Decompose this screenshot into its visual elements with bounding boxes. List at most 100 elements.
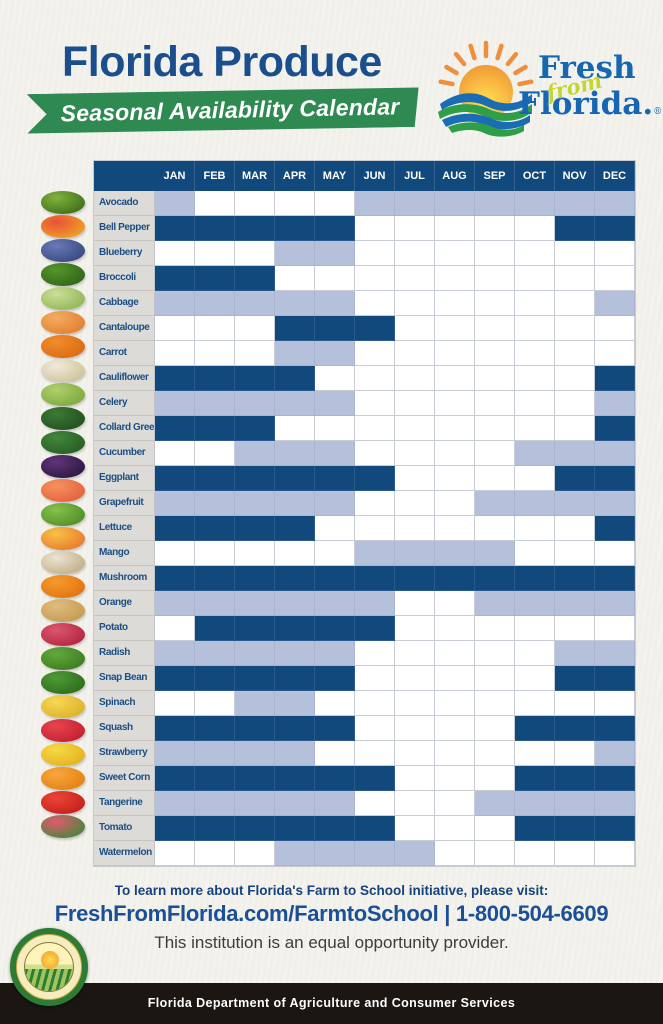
availability-cell-nov	[555, 616, 595, 641]
availability-cell-dec	[595, 391, 635, 416]
availability-cell-jul	[395, 266, 435, 291]
availability-cell-jul	[395, 566, 435, 591]
availability-cell-dec	[595, 241, 635, 266]
availability-cell-aug	[435, 366, 475, 391]
availability-cell-jan	[155, 841, 195, 866]
month-header-nov: NOV	[555, 161, 595, 191]
availability-cell-mar	[235, 466, 275, 491]
availability-cell-may	[315, 466, 355, 491]
produce-label: Grapefruit	[94, 491, 155, 516]
availability-cell-sep	[475, 491, 515, 516]
availability-cell-jul	[395, 391, 435, 416]
availability-cell-jul	[395, 491, 435, 516]
availability-cell-dec	[595, 591, 635, 616]
availability-cell-jan	[155, 291, 195, 316]
availability-cell-sep	[475, 366, 515, 391]
availability-cell-mar	[235, 616, 275, 641]
availability-cell-jan	[155, 241, 195, 266]
availability-cell-jun	[355, 541, 395, 566]
produce-label: Radish	[94, 641, 155, 666]
produce-label: Cantaloupe	[94, 316, 155, 341]
availability-cell-aug	[435, 666, 475, 691]
availability-cell-jun	[355, 716, 395, 741]
availability-cell-mar	[235, 241, 275, 266]
availability-cell-nov	[555, 666, 595, 691]
availability-cell-jan	[155, 566, 195, 591]
availability-cell-feb	[195, 716, 235, 741]
availability-cell-feb	[195, 816, 235, 841]
produce-row-tomato: Tomato	[94, 816, 635, 841]
produce-label: Orange	[94, 591, 155, 616]
availability-cell-jan	[155, 791, 195, 816]
availability-cell-oct	[515, 316, 555, 341]
availability-cell-oct	[515, 241, 555, 266]
availability-cell-jan	[155, 441, 195, 466]
availability-cell-aug	[435, 391, 475, 416]
availability-cell-jul	[395, 816, 435, 841]
availability-cell-aug	[435, 341, 475, 366]
availability-cell-feb	[195, 316, 235, 341]
produce-row-blueberry: Blueberry	[94, 241, 635, 266]
availability-cell-jul	[395, 291, 435, 316]
availability-cell-may	[315, 516, 355, 541]
availability-cell-mar	[235, 741, 275, 766]
availability-cell-oct	[515, 216, 555, 241]
availability-cell-may	[315, 341, 355, 366]
availability-cell-jan	[155, 466, 195, 491]
spinach-icon	[41, 671, 85, 694]
availability-cell-jan	[155, 366, 195, 391]
availability-cell-dec	[595, 266, 635, 291]
availability-cell-feb	[195, 741, 235, 766]
availability-cell-sep	[475, 441, 515, 466]
availability-cell-jun	[355, 591, 395, 616]
availability-cell-sep	[475, 616, 515, 641]
logo-florida-text: Florida.®	[518, 86, 663, 122]
availability-cell-nov	[555, 791, 595, 816]
availability-cell-dec	[595, 616, 635, 641]
grapefruit-icon	[41, 479, 85, 502]
produce-row-lettuce: Lettuce	[94, 516, 635, 541]
produce-label: Snap Bean	[94, 666, 155, 691]
availability-cell-dec	[595, 841, 635, 866]
availability-cell-sep	[475, 816, 515, 841]
produce-label: Tomato	[94, 816, 155, 841]
availability-cell-mar	[235, 841, 275, 866]
availability-cell-jul	[395, 516, 435, 541]
availability-cell-sep	[475, 416, 515, 441]
availability-cell-jun	[355, 266, 395, 291]
availability-cell-feb	[195, 191, 235, 216]
farm-to-school-link[interactable]: FreshFromFlorida.com/FarmtoSchool | 1-80…	[0, 901, 663, 927]
availability-cell-jun	[355, 666, 395, 691]
availability-cell-jul	[395, 216, 435, 241]
availability-cell-may	[315, 191, 355, 216]
availability-cell-nov	[555, 566, 595, 591]
potato-icon	[41, 599, 85, 622]
availability-cell-aug	[435, 516, 475, 541]
availability-cell-apr	[275, 216, 315, 241]
availability-cell-sep	[475, 341, 515, 366]
availability-cell-jan	[155, 766, 195, 791]
produce-row-strawberry: Strawberry	[94, 741, 635, 766]
month-header-jun: JUN	[355, 161, 395, 191]
availability-cell-sep	[475, 266, 515, 291]
availability-cell-nov	[555, 391, 595, 416]
availability-cell-feb	[195, 366, 235, 391]
availability-cell-mar	[235, 691, 275, 716]
squash-icon	[41, 695, 85, 718]
availability-cell-jun	[355, 216, 395, 241]
availability-cell-jul	[395, 716, 435, 741]
availability-cell-sep	[475, 716, 515, 741]
availability-cell-jun	[355, 391, 395, 416]
availability-cell-nov	[555, 341, 595, 366]
availability-cell-oct	[515, 516, 555, 541]
availability-cell-feb	[195, 616, 235, 641]
availability-cell-feb	[195, 241, 235, 266]
availability-cell-sep	[475, 591, 515, 616]
availability-cell-aug	[435, 191, 475, 216]
availability-cell-dec	[595, 516, 635, 541]
avocado-icon	[41, 191, 85, 214]
availability-cell-aug	[435, 441, 475, 466]
produce-label: Bell Pepper	[94, 216, 155, 241]
availability-cell-may	[315, 391, 355, 416]
